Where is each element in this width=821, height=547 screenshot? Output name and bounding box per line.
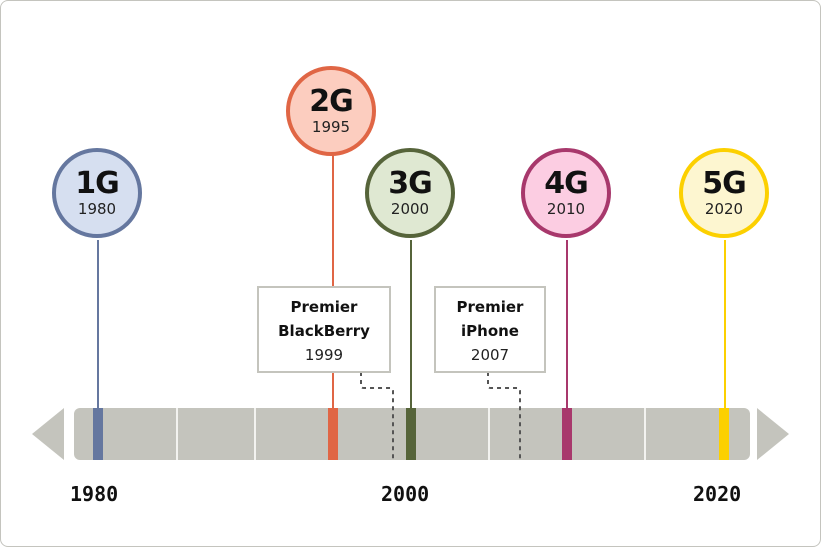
axis-label-2000: 2000 xyxy=(381,482,430,506)
track-divider xyxy=(488,408,490,460)
generation-year: 2020 xyxy=(704,200,744,218)
scroll-left-arrow-icon xyxy=(32,408,64,460)
track-divider xyxy=(176,408,178,460)
generation-year: 1995 xyxy=(311,118,351,136)
stem-5g xyxy=(724,240,726,410)
scroll-right-arrow-icon xyxy=(757,408,789,460)
callout-blackberry: Premier BlackBerry 1999 xyxy=(257,286,391,373)
node-3g: 3G 2000 xyxy=(365,148,455,238)
generation-label: 2G xyxy=(309,84,353,119)
node-1g: 1G 1980 xyxy=(52,148,142,238)
stem-4g xyxy=(566,240,568,410)
generation-label: 5G xyxy=(702,166,746,201)
generation-label: 3G xyxy=(388,166,432,201)
callout-iphone: Premier iPhone 2007 xyxy=(434,286,546,373)
marker-3g xyxy=(406,408,416,460)
marker-2g xyxy=(328,408,338,460)
stem-3g xyxy=(410,240,412,410)
node-4g: 4G 2010 xyxy=(521,148,611,238)
marker-1g xyxy=(93,408,103,460)
marker-4g xyxy=(562,408,572,460)
generation-label: 1G xyxy=(75,166,119,201)
stem-1g xyxy=(97,240,99,410)
event-year: 2007 xyxy=(470,346,510,364)
track-divider xyxy=(254,408,256,460)
stem-2g xyxy=(332,155,334,410)
axis-label-2020: 2020 xyxy=(693,482,742,506)
generation-year: 2000 xyxy=(390,200,430,218)
marker-5g xyxy=(719,408,729,460)
event-title-line1: Premier xyxy=(456,298,524,316)
event-year: 1999 xyxy=(304,346,344,364)
axis-label-1980: 1980 xyxy=(70,482,119,506)
generation-label: 4G xyxy=(544,166,588,201)
event-title-line2: BlackBerry xyxy=(278,322,370,340)
node-5g: 5G 2020 xyxy=(679,148,769,238)
event-title-line1: Premier xyxy=(290,298,358,316)
generation-year: 1980 xyxy=(77,200,117,218)
generation-year: 2010 xyxy=(546,200,586,218)
event-title-line2: iPhone xyxy=(461,322,519,340)
track-divider xyxy=(644,408,646,460)
node-2g: 2G 1995 xyxy=(286,66,376,156)
